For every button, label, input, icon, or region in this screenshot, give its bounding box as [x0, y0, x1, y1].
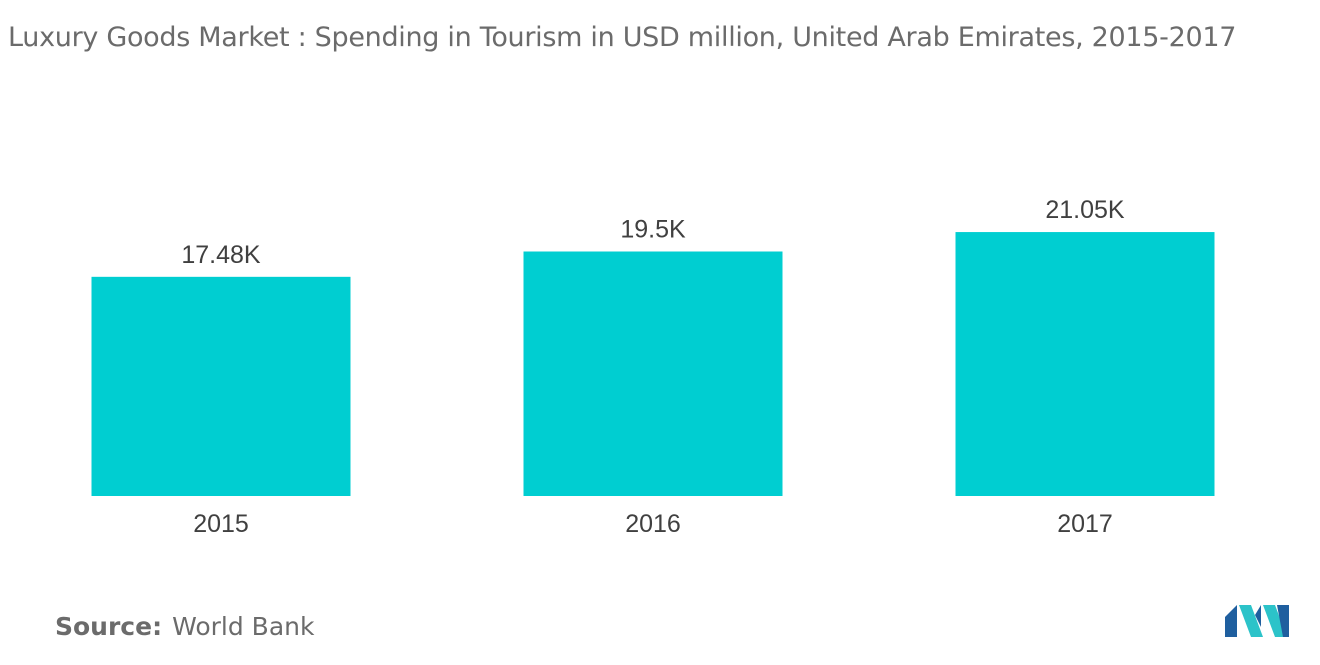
- bar-value-label-2016: 19.5K: [620, 216, 686, 244]
- bar-chart: 17.48K 2015 19.5K 2016 21.05K 2017: [91, 196, 1215, 538]
- category-label-2017: 2017: [1057, 510, 1113, 538]
- bar-value-label-2015: 17.48K: [181, 241, 261, 269]
- bar-value-label-2017: 21.05K: [1045, 196, 1125, 224]
- company-logo-icon: [1225, 605, 1289, 637]
- source-prefix: Source:: [55, 612, 163, 641]
- source-text: World Bank: [172, 612, 315, 641]
- logo-left-stroke: [1225, 605, 1237, 637]
- bar-2017: [955, 232, 1215, 497]
- logo-right-diagonal: [1263, 605, 1287, 637]
- logo-middle-stroke: [1255, 605, 1261, 627]
- source-note: Source: World Bank: [55, 612, 314, 641]
- bar-2016: [523, 251, 783, 496]
- chart-title: Luxury Goods Market : Spending in Touris…: [8, 22, 1237, 53]
- logo-left-diagonal: [1239, 605, 1263, 637]
- category-label-2015: 2015: [193, 510, 249, 538]
- logo-right-stroke: [1277, 605, 1289, 637]
- category-label-2016: 2016: [625, 510, 681, 538]
- bar-2015: [91, 276, 351, 496]
